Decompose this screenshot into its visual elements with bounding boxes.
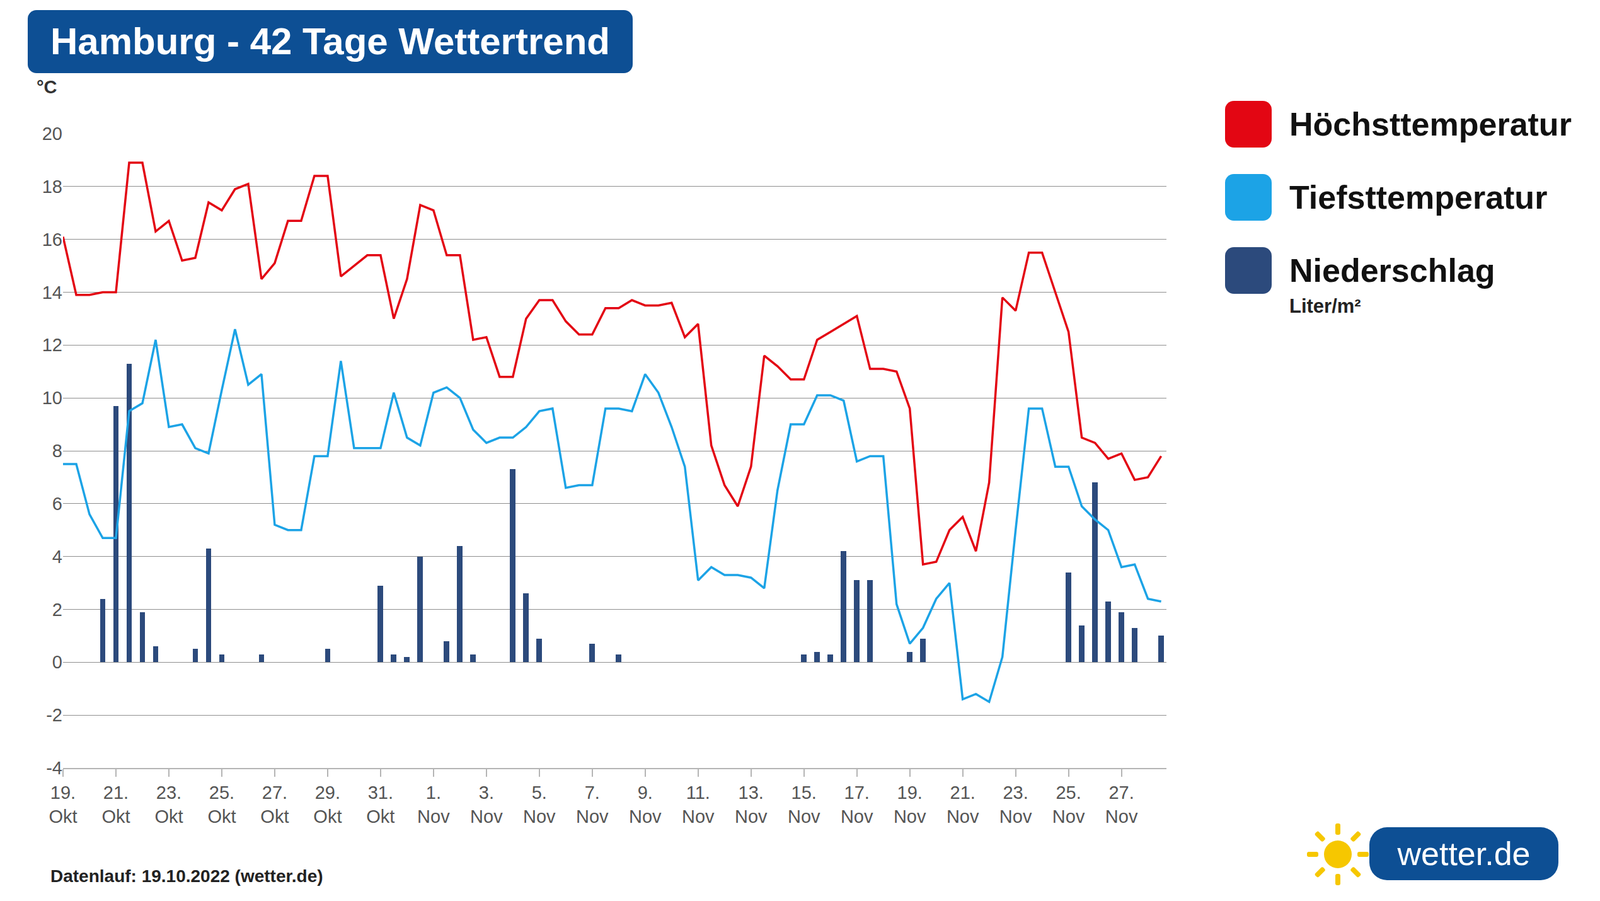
svg-text:16: 16 (42, 229, 63, 250)
svg-text:23.Okt: 23.Okt (154, 782, 183, 827)
html-text:Hamburg - 42 Tage Wettertrend: Hamburg - 42 Tage Wettertrend (50, 20, 610, 63)
svg-text:2: 2 (52, 599, 63, 620)
svg-text:15.Nov: 15.Nov (787, 782, 821, 827)
svg-text:27.Nov: 27.Nov (1105, 782, 1139, 827)
svg-text:12: 12 (42, 334, 63, 355)
svg-text:19.Nov: 19.Nov (893, 782, 927, 827)
svg-text:14: 14 (42, 282, 63, 303)
html-text:°C: °C (36, 76, 58, 98)
svg-text:9.Nov: 9.Nov (628, 782, 662, 827)
svg-text:-4: -4 (46, 757, 63, 778)
svg-text:4: 4 (52, 546, 63, 567)
svg-text:3.Nov: 3.Nov (470, 782, 503, 827)
svg-text:5.Nov: 5.Nov (523, 782, 556, 827)
html-text:Niederschlag: Niederschlag (1289, 252, 1496, 289)
svg-text:27.Okt: 27.Okt (260, 782, 289, 827)
svg-text:13.Nov: 13.Nov (734, 782, 768, 827)
svg-text:20: 20 (42, 123, 63, 144)
svg-text:1.Nov: 1.Nov (417, 782, 450, 827)
svg-text:29.Okt: 29.Okt (313, 782, 342, 827)
svg-text:8: 8 (52, 440, 63, 461)
svg-text:11.Nov: 11.Nov (681, 782, 715, 827)
svg-text:19.Okt: 19.Okt (48, 782, 77, 827)
svg-text:6: 6 (52, 493, 63, 514)
html-text:wetter.de: wetter.de (1397, 834, 1531, 872)
html-text:Datenlauf: 19.10.2022 (wetter.: Datenlauf: 19.10.2022 (wetter.de) (50, 865, 324, 886)
svg-text:23.Nov: 23.Nov (999, 782, 1033, 827)
svg-text:18: 18 (42, 176, 63, 197)
svg-text:31.Okt: 31.Okt (366, 782, 395, 827)
html-text:Liter/m²: Liter/m² (1289, 294, 1361, 317)
svg-text:21.Nov: 21.Nov (946, 782, 980, 827)
html-text:Höchsttemperatur: Höchsttemperatur (1289, 105, 1572, 143)
svg-text:17.Nov: 17.Nov (840, 782, 874, 827)
svg-text:25.Nov: 25.Nov (1052, 782, 1086, 827)
svg-text:7.Nov: 7.Nov (575, 782, 609, 827)
svg-text:21.Okt: 21.Okt (101, 782, 130, 827)
svg-text:-2: -2 (46, 704, 63, 725)
html-text:Tiefsttemperatur: Tiefsttemperatur (1289, 178, 1548, 216)
svg-text:25.Okt: 25.Okt (207, 782, 236, 827)
svg-text:0: 0 (52, 651, 63, 672)
svg-text:10: 10 (42, 387, 63, 408)
